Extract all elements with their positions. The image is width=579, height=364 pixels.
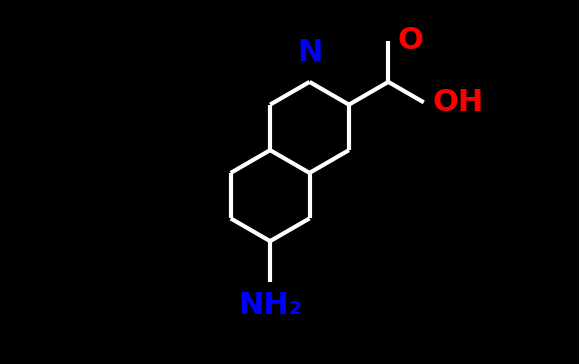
Text: N: N — [297, 38, 322, 67]
Text: OH: OH — [433, 88, 484, 117]
Text: O: O — [397, 27, 423, 55]
Text: NH₂: NH₂ — [238, 291, 302, 320]
